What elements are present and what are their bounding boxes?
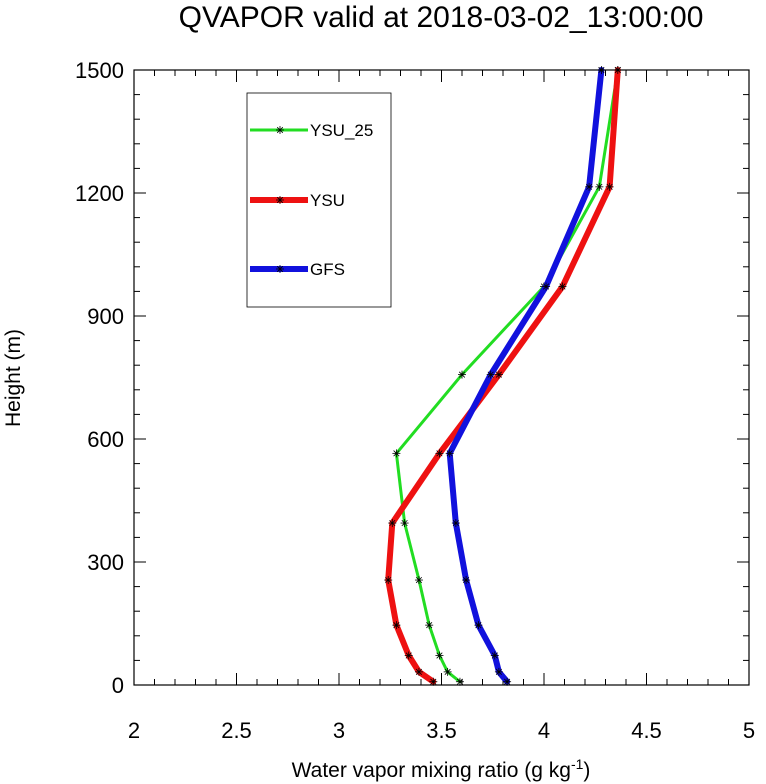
legend-label: GFS [310,260,345,279]
data-point [392,449,401,458]
marker-stroke [389,519,396,527]
series-ysu-25 [392,66,622,686]
marker-stroke [559,283,566,290]
marker-stroke [495,668,502,675]
data-point [605,182,614,191]
series-gfs [445,66,606,686]
marker-stroke [415,668,423,675]
data-point [595,182,604,191]
x-tick-label: 3.5 [426,718,457,743]
data-point [455,677,464,686]
data-point [462,576,471,585]
data-point [443,667,452,676]
y-axis-label: Height (m) [2,329,25,427]
marker-stroke [426,622,433,629]
data-point [490,651,499,660]
data-point [503,677,512,686]
x-tick-label: 2 [128,718,140,743]
marker-stroke [276,265,284,273]
data-point [494,370,503,379]
data-point [414,667,423,676]
data-point [384,576,393,585]
marker-stroke [463,576,470,584]
legend-label: YSU_25 [310,121,373,140]
data-point [458,370,466,379]
marker-stroke [452,519,459,527]
data-point [494,667,503,676]
y-tick-label: 600 [87,427,124,452]
marker-stroke [436,450,443,457]
marker-stroke [436,652,443,659]
x-tick-labels: 2 2.5 3 3.5 4 4.5 5 [128,718,755,743]
data-point [585,182,594,191]
series-line [394,68,620,684]
legend-label: YSU [310,191,345,210]
plot-frame [133,69,750,686]
legend-entry-gfs: GFS [250,260,345,279]
data-point [429,677,438,686]
series-line [446,67,605,685]
y-tick-label: 0 [112,673,124,698]
marker-stroke [444,668,451,675]
x-axis-label-main: Water vapor mixing ratio (g kg [292,759,571,782]
marker-stroke [405,652,412,659]
data-point [474,621,483,630]
marker-stroke [446,450,453,457]
marker-stroke [393,450,400,457]
x-axis-label: Water vapor mixing ratio (g kg-1) [292,756,591,782]
y-tick-label: 300 [87,550,124,575]
legend-entry-ysu: YSU [250,191,345,210]
y-tick-label: 900 [87,304,124,329]
data-point [435,651,444,660]
x-tick-label: 4 [538,718,550,743]
axis-ticks [133,69,750,686]
data-point [445,449,454,458]
marker-stroke [276,196,284,204]
marker-stroke [596,183,603,190]
data-point [414,576,423,585]
x-tick-label: 5 [743,718,755,743]
marker-stroke [415,576,423,584]
legend-entry-ysu-25: YSU_25 [250,121,373,140]
marker-stroke [475,622,482,629]
legend: YSU_25 YSU GFS [246,92,392,308]
series-ysu [384,66,622,686]
x-axis-label-end: ) [583,759,590,782]
y-tick-label: 1500 [75,58,124,83]
data-point [392,621,401,630]
marker-stroke [393,622,400,629]
y-tick-label: 1200 [75,181,124,206]
marker-stroke [401,519,408,527]
marker-stroke [606,183,613,190]
data-point [404,651,413,660]
data-point [435,449,444,458]
data-point [558,282,567,291]
marker-stroke [586,183,593,190]
marker-stroke [458,371,466,378]
data-point [451,519,460,528]
marker-stroke [495,371,502,378]
data-point [388,519,397,528]
marker-stroke [276,126,284,134]
x-tick-label: 2.5 [221,718,252,743]
x-tick-label: 4.5 [631,718,662,743]
data-point [542,282,551,291]
marker-stroke [504,678,511,685]
marker-stroke [491,652,498,659]
marker-stroke [487,371,494,378]
marker-stroke [385,576,392,584]
x-axis-label-superscript: -1 [571,756,584,772]
x-tick-label: 3 [333,718,345,743]
data-point [425,621,434,630]
series-layer [384,66,622,686]
marker-stroke [430,678,437,685]
marker-stroke [542,283,550,290]
marker-stroke [456,678,464,685]
y-tick-labels: 0 300 600 900 1200 1500 [75,58,124,698]
data-point [400,519,409,528]
chart-title: QVAPOR valid at 2018-03-02_13:00:00 [179,1,704,34]
data-point [486,370,495,379]
